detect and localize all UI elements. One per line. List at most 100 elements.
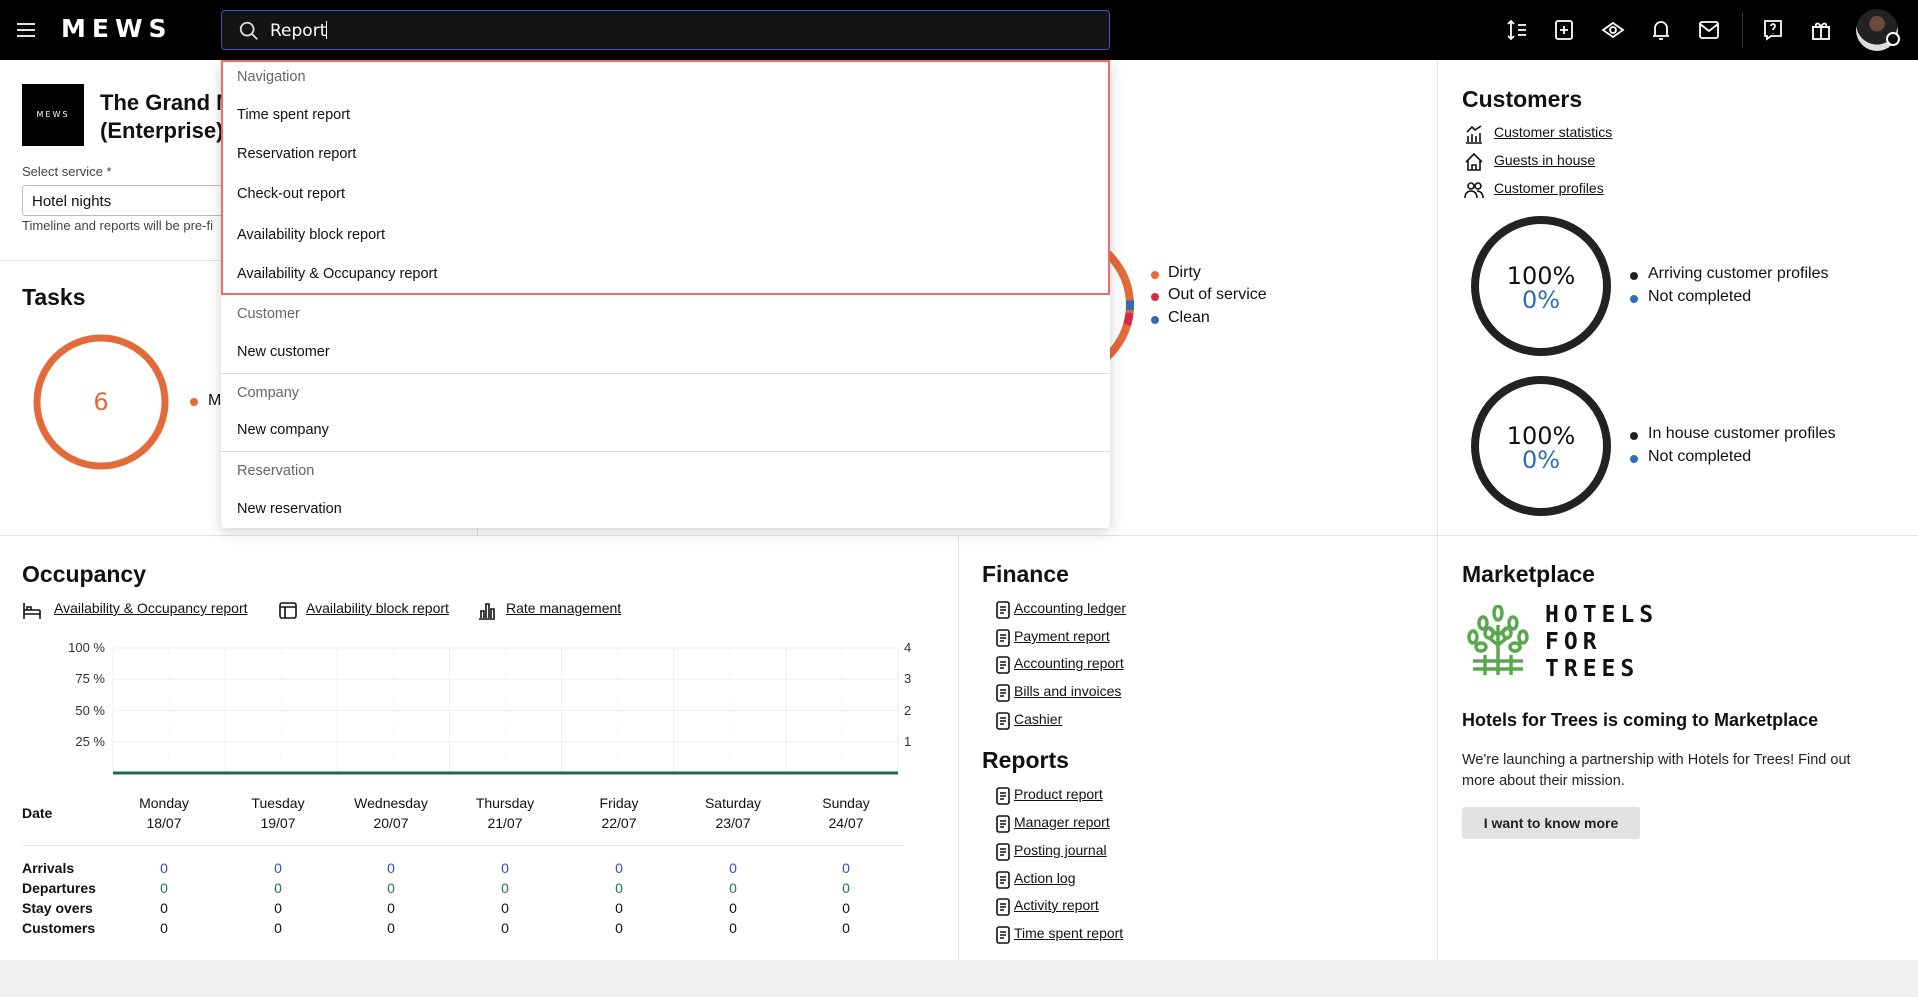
payment-link[interactable]: Payment report: [1014, 628, 1110, 644]
row-label: Customers: [22, 920, 96, 936]
sort-icon[interactable]: [1505, 18, 1529, 42]
gauge-legend: Arriving customer profiles: [1648, 265, 1829, 282]
day-name: Friday: [599, 795, 639, 811]
gauge-total: 100%: [1506, 262, 1576, 290]
clipboard-link[interactable]: Manager report: [1014, 814, 1110, 830]
dropdown-item[interactable]: Check-out report: [237, 186, 345, 202]
tasks-donut[interactable]: [31, 332, 171, 472]
log-link[interactable]: Action log: [1014, 870, 1076, 886]
table-cell: 0: [615, 880, 623, 896]
activity-link[interactable]: Activity report: [1014, 897, 1099, 913]
hotel-name-line1: The Grand M: [100, 90, 235, 115]
dropdown-item[interactable]: Time spent report: [237, 107, 351, 123]
dropdown-item[interactable]: Availability block report: [237, 227, 386, 243]
day-name: Saturday: [704, 795, 762, 811]
journal-link[interactable]: Posting journal: [1014, 842, 1107, 858]
day-name: Tuesday: [251, 795, 305, 811]
activity-icon: [993, 897, 1013, 917]
top-bar: MEWS Report: [0, 0, 1918, 60]
mail-icon[interactable]: [1697, 18, 1721, 42]
table-divider: [22, 845, 903, 846]
menu-icon[interactable]: [14, 18, 38, 42]
accounting-icon: [993, 655, 1013, 675]
highlight-box: [221, 60, 1110, 295]
bell-icon[interactable]: [1649, 18, 1673, 42]
statistics-icon: [1464, 124, 1484, 144]
table-cell: 0: [729, 900, 737, 916]
left-axis-tick: 100 %: [68, 640, 105, 655]
table-cell: 0: [274, 900, 282, 916]
rate-management-link[interactable]: Rate management: [506, 600, 622, 616]
legend-out-of-service: Out of service: [1168, 286, 1267, 303]
availability-block-link[interactable]: Availability block report: [306, 600, 449, 616]
hotels-for-trees-wordmark: HOTELS FOR TREES: [1545, 602, 1659, 682]
service-helper-text: Timeline and reports will be pre-fi: [22, 218, 213, 233]
gauge-legend: In house customer profiles: [1648, 425, 1836, 442]
tasks-title: Tasks: [22, 284, 86, 310]
brand-logo[interactable]: MEWS: [61, 14, 173, 43]
moon-link[interactable]: Time spent report: [1014, 925, 1124, 941]
divider: [1742, 12, 1743, 48]
table-cell: 0: [387, 880, 395, 896]
table-cell: 0: [729, 860, 737, 876]
marketplace-title: Marketplace: [1462, 561, 1595, 587]
add-icon[interactable]: [1552, 18, 1576, 42]
table-cell: 0: [387, 920, 395, 936]
accounting-link[interactable]: Accounting report: [1014, 655, 1124, 671]
availability-occupancy-link[interactable]: Availability & Occupancy report: [54, 600, 248, 616]
tasks-count: 6: [93, 388, 109, 416]
hotel-logo: MEWS: [22, 84, 84, 146]
table-cell: 0: [615, 900, 623, 916]
legend-dot: [1630, 272, 1638, 280]
table-cell: 0: [615, 860, 623, 876]
dropdown-item[interactable]: Availability & Occupancy report: [237, 266, 438, 282]
gauge-legend: Not completed: [1648, 288, 1752, 305]
people-icon: [1464, 180, 1484, 200]
eye-icon[interactable]: [1601, 18, 1625, 42]
payment-icon: [993, 628, 1013, 648]
day-name: Wednesday: [354, 795, 428, 811]
right-axis-tick: 2: [904, 702, 912, 718]
dropdown-item[interactable]: New customer: [237, 344, 330, 360]
search-input[interactable]: Report: [221, 10, 1110, 50]
legend-dot-clean: [1151, 316, 1159, 324]
help-icon[interactable]: [1761, 18, 1785, 42]
bill-link[interactable]: Bills and invoices: [1014, 683, 1122, 699]
day-date: 21/07: [487, 815, 523, 831]
cashier-link[interactable]: Cashier: [1014, 711, 1063, 727]
day-name: Sunday: [822, 795, 870, 811]
dropdown-item[interactable]: New reservation: [237, 501, 342, 517]
guests-in-house-link[interactable]: Guests in house: [1494, 152, 1596, 168]
customer-profiles-link[interactable]: Customer profiles: [1494, 180, 1604, 196]
know-more-button[interactable]: I want to know more: [1462, 807, 1640, 839]
gift-icon[interactable]: [1809, 18, 1833, 42]
dropdown-section-header: Reservation: [237, 463, 315, 479]
gauge-completed: 0%: [1521, 286, 1561, 314]
product-link[interactable]: Product report: [1014, 786, 1103, 802]
row-label: Departures: [22, 880, 96, 896]
in-house-profiles-gauge[interactable]: [1471, 376, 1611, 516]
ledger-link[interactable]: Accounting ledger: [1014, 600, 1127, 616]
dropdown-item[interactable]: New company: [237, 422, 329, 438]
bar-chart-icon: [477, 600, 497, 620]
status-indicator: [1886, 32, 1900, 46]
table-icon: [278, 600, 298, 620]
table-cell: 0: [160, 860, 168, 876]
hotels-for-trees-logo: [1467, 605, 1529, 675]
search-value: Report: [270, 21, 327, 41]
row-label: Arrivals: [22, 860, 75, 876]
tasks-legend: M: [208, 392, 222, 409]
legend-clean: Clean: [1168, 309, 1210, 326]
table-cell: 0: [842, 860, 850, 876]
day-name: Monday: [139, 795, 189, 811]
search-results-dropdown: Navigation Time spent report Reservation r…: [221, 60, 1110, 528]
legend-dot: [1630, 295, 1638, 303]
occupancy-chart: [112, 647, 899, 775]
reports-title: Reports: [982, 747, 1069, 773]
table-cell: 0: [842, 880, 850, 896]
customer-statistics-link[interactable]: Customer statistics: [1494, 124, 1613, 140]
table-cell: 0: [501, 880, 509, 896]
arriving-profiles-gauge[interactable]: [1471, 216, 1611, 356]
dropdown-item[interactable]: Reservation report: [237, 146, 357, 162]
bed-icon: [22, 600, 42, 620]
